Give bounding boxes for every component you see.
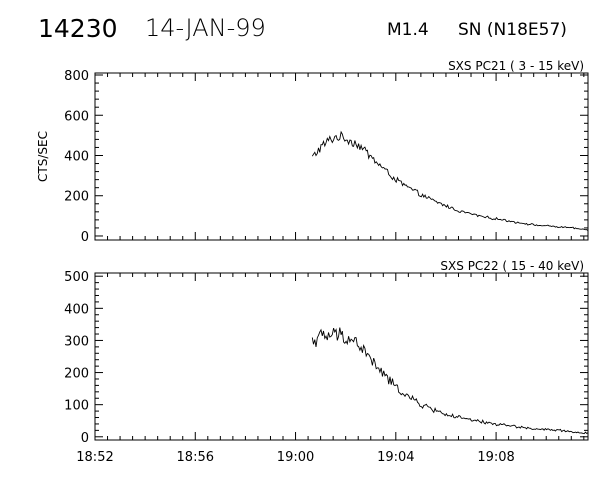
data-trace [311,327,589,435]
y-tick-label: 200 [64,367,89,382]
panel-title: SXS PC21 ( 3 - 15 keV) [448,59,584,73]
panel-title: SXS PC22 ( 15 - 40 keV) [440,259,584,273]
y-tick-label: 500 [64,270,89,285]
x-tick-label: 18:56 [177,450,214,465]
event-id: 14230 [38,14,118,43]
x-tick-label: 19:00 [277,450,314,465]
x-tick-label: 19:04 [377,450,414,465]
y-tick-label: 800 [64,69,89,84]
y-tick-label: 300 [64,334,89,349]
chart-panel-1: SXS PC21 ( 3 - 15 keV) CTS/SEC 0 200 400 600 8… [36,59,589,245]
y-tick-label: 100 [64,399,89,414]
flare-location: SN (N18E57) [458,20,567,40]
event-date: 14-JAN-99 [145,14,266,42]
flare-class: M1.4 [387,20,429,40]
y-tick-label: 200 [64,190,89,205]
x-tick-label: 18:52 [76,450,113,465]
plot-frame [94,72,589,241]
y-tick-label: 600 [64,109,89,124]
y-tick-label: 0 [81,230,89,245]
y-tick-label: 0 [81,431,89,446]
y-tick-label: 400 [64,149,89,164]
y-tick-label: 400 [64,302,89,317]
data-trace [311,130,589,231]
chart-panel-2: SXS PC22 ( 15 - 40 keV) 0 100 200 300 400 500 [64,259,589,446]
y-axis-label: CTS/SEC [36,131,50,182]
x-tick-label: 19:08 [477,450,514,465]
plot-frame [94,272,589,441]
